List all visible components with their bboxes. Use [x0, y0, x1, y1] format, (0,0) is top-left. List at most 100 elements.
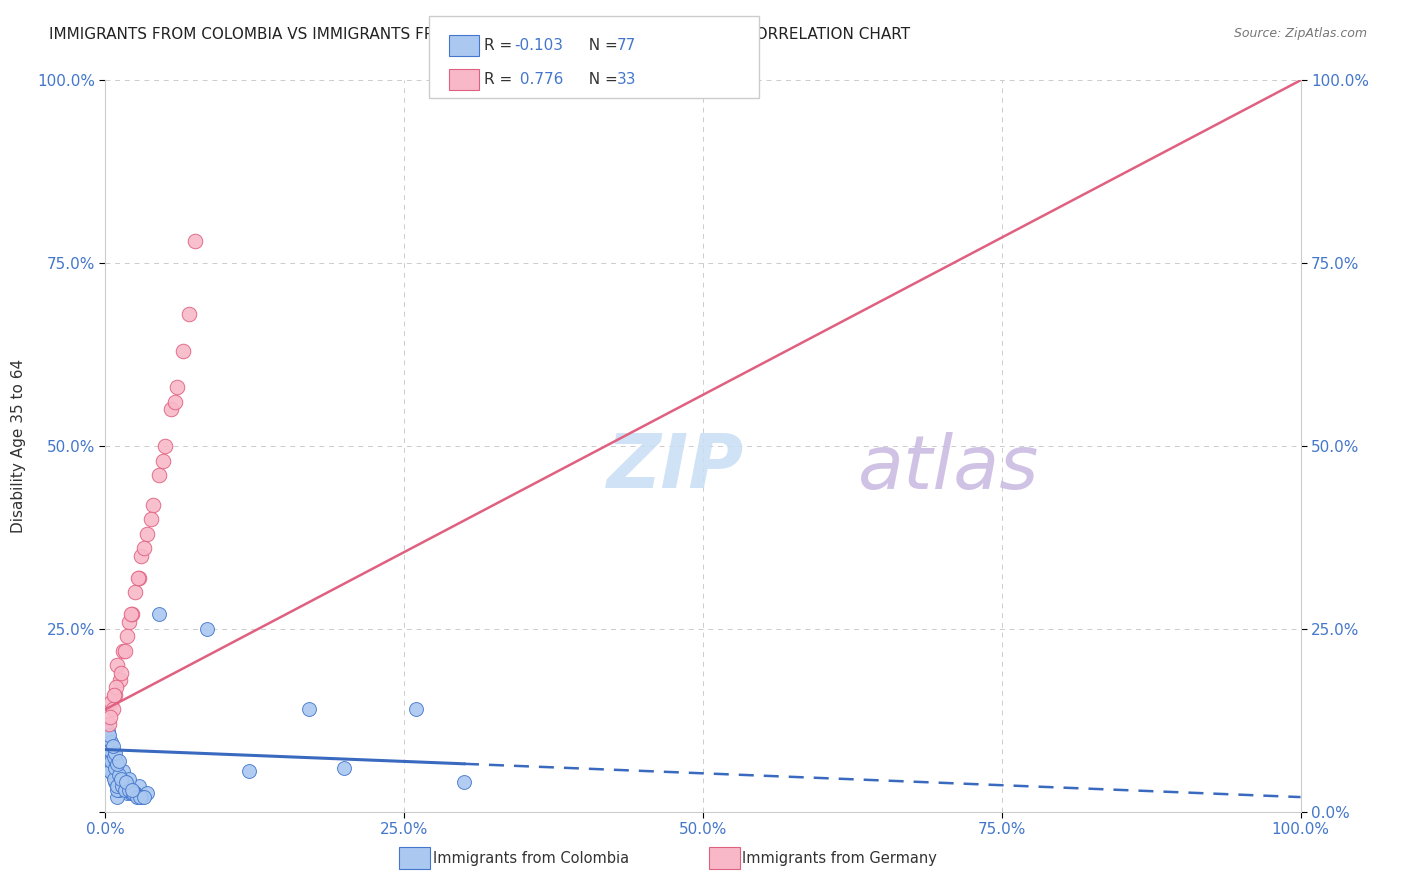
Point [136, 526, 159, 541]
Point [112, 779, 135, 793]
Text: -0.103: -0.103 [515, 38, 564, 53]
Point [104, 764, 127, 779]
Point [139, 512, 162, 526]
Point [128, 779, 150, 793]
Point [108, 775, 131, 789]
Text: R =: R = [484, 72, 517, 87]
Point [110, 665, 132, 680]
Point [122, 787, 145, 801]
Point [122, 787, 145, 801]
Point [122, 787, 145, 801]
Point [118, 782, 141, 797]
Text: ZIP: ZIP [607, 432, 745, 505]
Point [98, 739, 121, 753]
Point [98, 746, 121, 760]
Point [98, 742, 121, 756]
Point [297, 702, 319, 716]
Point [152, 453, 174, 467]
Point [153, 439, 177, 453]
Point [114, 782, 136, 797]
Point [453, 775, 475, 789]
Point [405, 702, 427, 716]
Point [118, 772, 141, 786]
Point [238, 764, 260, 779]
Point [115, 629, 138, 643]
Point [110, 772, 132, 786]
Point [121, 782, 143, 797]
Text: Immigrants from Colombia: Immigrants from Colombia [433, 852, 628, 866]
Point [120, 787, 142, 801]
Point [148, 468, 170, 483]
Point [121, 782, 143, 797]
Point [101, 702, 124, 716]
Point [105, 754, 128, 768]
Point [107, 779, 129, 793]
Point [101, 768, 124, 782]
Point [108, 779, 131, 793]
Point [127, 790, 149, 805]
Point [97, 742, 120, 756]
Point [104, 775, 127, 789]
Text: N =: N = [579, 38, 623, 53]
Point [100, 761, 122, 775]
Point [115, 787, 138, 801]
Text: N =: N = [579, 72, 623, 87]
Point [129, 790, 153, 805]
Point [107, 658, 129, 673]
Point [172, 343, 194, 358]
Point [136, 787, 159, 801]
Point [101, 739, 124, 753]
Point [129, 549, 153, 563]
Point [112, 764, 135, 779]
Text: 0.776: 0.776 [515, 72, 562, 87]
Point [97, 724, 120, 739]
Point [98, 728, 121, 742]
Point [98, 764, 121, 779]
Point [148, 607, 170, 622]
Point [195, 622, 218, 636]
Point [333, 761, 356, 775]
Point [132, 541, 155, 556]
Point [103, 757, 125, 772]
Point [166, 380, 188, 394]
Point [117, 782, 139, 797]
Point [107, 757, 129, 772]
Point [184, 234, 207, 248]
Point [105, 772, 128, 786]
Text: atlas: atlas [858, 432, 1040, 504]
Point [100, 695, 122, 709]
Point [96, 731, 118, 746]
Text: Immigrants from Germany: Immigrants from Germany [742, 852, 938, 866]
Point [108, 673, 131, 687]
Point [100, 749, 122, 764]
Point [100, 735, 122, 749]
Point [114, 779, 136, 793]
Point [98, 709, 121, 723]
Point [132, 790, 155, 805]
Text: R =: R = [484, 38, 517, 53]
Point [104, 761, 127, 775]
Point [125, 790, 148, 805]
Point [107, 768, 129, 782]
Point [101, 746, 124, 760]
Point [103, 772, 125, 786]
Point [129, 790, 152, 805]
Point [142, 498, 165, 512]
Point [98, 754, 121, 768]
Point [177, 307, 201, 321]
Point [103, 749, 125, 764]
Point [124, 585, 146, 599]
Point [114, 644, 136, 658]
Point [98, 761, 121, 775]
Point [107, 754, 129, 768]
Point [100, 754, 122, 768]
Point [104, 746, 127, 760]
Point [128, 790, 150, 805]
Point [114, 775, 136, 789]
Point [118, 615, 141, 629]
Point [97, 739, 120, 753]
Text: Source: ZipAtlas.com: Source: ZipAtlas.com [1233, 27, 1367, 40]
Point [120, 787, 142, 801]
Text: 33: 33 [617, 72, 637, 87]
Point [107, 790, 129, 805]
